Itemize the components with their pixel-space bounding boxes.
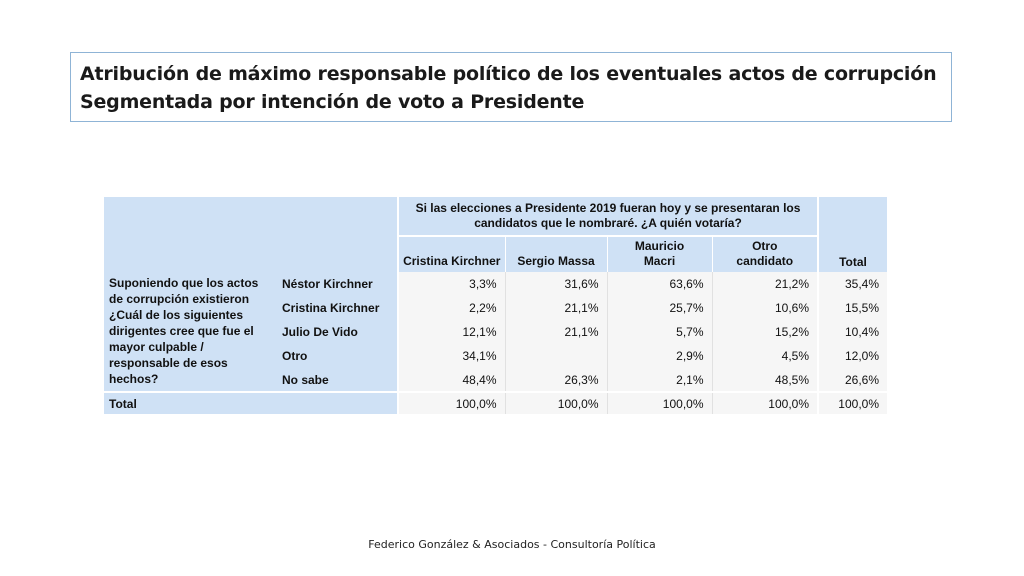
table-cell: 63,6%	[606, 272, 712, 296]
table-row: Cristina Kirchner 2,2% 21,1% 25,7% 10,6%…	[104, 296, 887, 320]
table-total-row: Total 100,0% 100,0% 100,0% 100,0% 100,0%	[104, 391, 887, 414]
row-label: No sabe	[278, 368, 399, 392]
table-row: Julio De Vido 12,1% 21,1% 5,7% 15,2% 10,…	[104, 320, 887, 344]
row-label: Otro	[278, 344, 399, 368]
table-cell: 100,0%	[398, 391, 505, 414]
column-question-header: Si las elecciones a Presidente 2019 fuer…	[398, 197, 818, 237]
table-cell: 10,6%	[711, 296, 818, 320]
column-header-cristina-kirchner: Cristina Kirchner	[398, 236, 505, 272]
table-cell: 25,7%	[606, 296, 712, 320]
column-header-sergio-massa: Sergio Massa	[504, 236, 607, 272]
table-cell: 5,7%	[606, 320, 712, 344]
table-cell: 100,0%	[504, 391, 607, 414]
table-cell: 100,0%	[606, 391, 712, 414]
table-cell: 2,1%	[606, 368, 712, 392]
table-cell-total: 12,0%	[817, 344, 887, 368]
table-cell: 48,4%	[398, 368, 505, 392]
table-cell: 15,2%	[711, 320, 818, 344]
table-cell: 4,5%	[711, 344, 818, 368]
table-cell: 34,1%	[398, 344, 505, 368]
row-label: Néstor Kirchner	[278, 272, 399, 296]
slide-title-line-1: Atribución de máximo responsable polític…	[80, 63, 937, 85]
column-header-mauricio-macri: Mauricio Macri	[606, 236, 712, 272]
table-row: Otro 34,1% 2,9% 4,5% 12,0%	[104, 344, 887, 368]
table-cell: 21,1%	[504, 296, 607, 320]
table-cell-total: 15,5%	[817, 296, 887, 320]
column-header-otro-candidato: Otro candidato	[711, 236, 818, 272]
table-cell: 100,0%	[711, 391, 818, 414]
table-cell: 26,3%	[504, 368, 607, 392]
table-cell: 48,5%	[711, 368, 818, 392]
table-cell: 2,9%	[606, 344, 712, 368]
table-row: No sabe 48,4% 26,3% 2,1% 48,5% 26,6%	[104, 368, 887, 392]
table-cell: 12,1%	[398, 320, 505, 344]
slide-title-box: Atribución de máximo responsable polític…	[70, 52, 952, 122]
row-label: Julio De Vido	[278, 320, 399, 344]
total-row-label: Total	[104, 391, 399, 414]
table-corner	[104, 197, 399, 272]
table-cell: 21,2%	[711, 272, 818, 296]
crosstab-table: Si las elecciones a Presidente 2019 fuer…	[104, 197, 887, 414]
table-cell-total: 26,6%	[817, 368, 887, 392]
column-header-total: Total	[817, 197, 887, 272]
table-cell: 3,3%	[398, 272, 505, 296]
row-label: Cristina Kirchner	[278, 296, 399, 320]
table-cell: 31,6%	[504, 272, 607, 296]
row-question-label: Suponiendo que los actos de corrupción e…	[104, 272, 278, 392]
table-row: Suponiendo que los actos de corrupción e…	[104, 272, 887, 392]
table-cell-total: 100,0%	[817, 391, 887, 414]
table-cell: 2,2%	[398, 296, 505, 320]
table-cell-total: 35,4%	[817, 272, 887, 296]
table-cell	[504, 344, 607, 368]
table-cell: 21,1%	[504, 320, 607, 344]
slide-title-line-2: Segmentada por intención de voto a Presi…	[80, 91, 585, 113]
footer-credit: Federico González & Asociados - Consulto…	[368, 538, 656, 551]
table-cell-total: 10,4%	[817, 320, 887, 344]
